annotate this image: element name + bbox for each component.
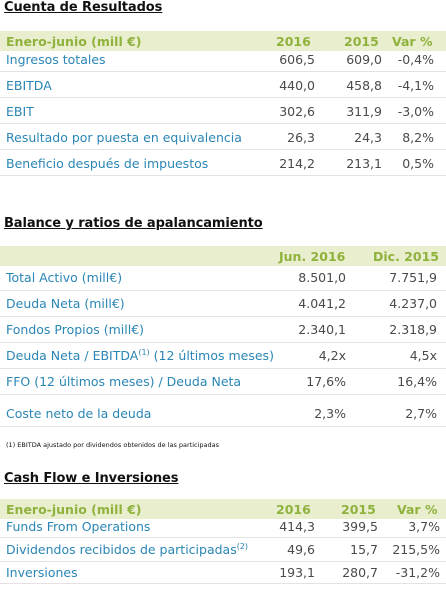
cell-2015: 458,8 [346, 78, 382, 93]
row-label: Funds From Operations [6, 519, 151, 534]
table-row: Funds From Operations 414,3 399,5 3,7% [0, 517, 446, 538]
footnote-ref: (2) [236, 541, 249, 551]
row-label: Beneficio después de impuestos [6, 156, 209, 171]
header-col-var: Var % [397, 502, 438, 517]
row-label: Fondos Propios (mill€) [6, 322, 145, 337]
label-note: (12 últimos meses) [153, 348, 274, 363]
table-row: Ingresos totales 606,5 609,0 -0,4% [0, 49, 446, 72]
row-label-ffo: FFO (12 últimos meses) / Deuda Neta [6, 374, 241, 389]
header-col-2015: 2015 [341, 502, 376, 517]
header-col-jun-2016: Jun. 2016 [279, 249, 346, 264]
cell-jun-2016: 2,3% [314, 406, 346, 421]
footnote: (1) EBITDA ajustado por dividendos obten… [6, 441, 220, 449]
cell-var: 215,5% [392, 542, 440, 557]
cell-var: -0,4% [397, 52, 434, 67]
table-row: Fondos Propios (mill€) 2.340,1 2.318,9 [0, 318, 446, 343]
header-col-2016: 2016 [276, 502, 311, 517]
header-period-label: Enero-junio (mill €) [6, 502, 142, 517]
row-label-deuda-ebitda: Deuda Neta / EBITDA(1) (12 últimos meses… [6, 348, 274, 363]
cell-jun-2016: 4,2x [318, 348, 346, 363]
section-title-cuenta-resultados: Cuenta de Resultados [4, 0, 163, 15]
section-title-balance: Balance y ratios de apalancamiento [4, 216, 263, 231]
row-label: EBITDA [6, 78, 52, 93]
header-col-2015: 2015 [344, 34, 379, 49]
label-text: Deuda Neta / EBITDA [6, 348, 139, 363]
cell-dic-2015: 2,7% [405, 406, 437, 421]
footnote-ref: (1) [138, 347, 150, 357]
cell-jun-2016: 2.340,1 [298, 322, 346, 337]
row-label: Coste neto de la deuda [6, 406, 152, 421]
row-label: Ingresos totales [6, 52, 106, 67]
cell-dic-2015: 7.751,9 [389, 270, 437, 285]
table-row: EBIT 302,6 311,9 -3,0% [0, 101, 446, 124]
cell-2015: 15,7 [350, 542, 378, 557]
table-row: Deuda Neta (mill€) 4.041,2 4.237,0 [0, 292, 446, 317]
cell-2016: 49,6 [287, 542, 315, 557]
label-text: Dividendos recibidos de participadas [6, 542, 237, 557]
cell-dic-2015: 4.237,0 [389, 296, 437, 311]
label-text: FFO [6, 374, 31, 389]
header-col-var: Var % [392, 34, 433, 49]
cell-2016: 193,1 [279, 565, 315, 580]
cell-2016: 440,0 [279, 78, 315, 93]
cell-2015: 399,5 [342, 519, 378, 534]
cell-var: 8,2% [402, 130, 434, 145]
label-text-post: / Deuda Neta [158, 374, 242, 389]
cell-var: -3,0% [397, 104, 434, 119]
header-col-2016: 2016 [276, 34, 311, 49]
section-title-cash-flow: Cash Flow e Inversiones [4, 471, 179, 486]
row-label: Resultado por puesta en equivalencia [6, 130, 242, 145]
cell-var: -4,1% [397, 78, 434, 93]
row-label: Deuda Neta (mill€) [6, 296, 125, 311]
cell-jun-2016: 17,6% [306, 374, 346, 389]
header-col-dic-2015: Dic. 2015 [373, 249, 439, 264]
cell-2016: 26,3 [287, 130, 315, 145]
cell-var: -31,2% [395, 565, 440, 580]
table-row: Deuda Neta / EBITDA(1) (12 últimos meses… [0, 344, 446, 369]
cell-2015: 311,9 [346, 104, 382, 119]
cell-2015: 24,3 [354, 130, 382, 145]
cell-2016: 214,2 [279, 156, 315, 171]
row-label-dividendos: Dividendos recibidos de participadas(2) [6, 542, 248, 557]
cell-dic-2015: 16,4% [397, 374, 437, 389]
cell-2016: 414,3 [279, 519, 315, 534]
cell-var: 0,5% [402, 156, 434, 171]
table-row: Inversiones 193,1 280,7 -31,2% [0, 563, 446, 584]
cell-jun-2016: 4.041,2 [298, 296, 346, 311]
table-row: Total Activo (mill€) 8.501,0 7.751,9 [0, 266, 446, 291]
header-period-label: Enero-junio (mill €) [6, 34, 142, 49]
cell-jun-2016: 8.501,0 [298, 270, 346, 285]
cell-2015: 609,0 [346, 52, 382, 67]
cell-dic-2015: 2.318,9 [389, 322, 437, 337]
cell-2016: 302,6 [279, 104, 315, 119]
cell-var: 3,7% [408, 519, 440, 534]
label-note: (12 últimos meses) [34, 374, 155, 389]
cell-dic-2015: 4,5x [409, 348, 437, 363]
cell-2015: 213,1 [346, 156, 382, 171]
table-row: FFO (12 últimos meses) / Deuda Neta 17,6… [0, 370, 446, 395]
cell-2016: 606,5 [279, 52, 315, 67]
row-label: Total Activo (mill€) [6, 270, 123, 285]
table-row: Coste neto de la deuda 2,3% 2,7% [0, 400, 446, 427]
cell-2015: 280,7 [342, 565, 378, 580]
table-row: EBITDA 440,0 458,8 -4,1% [0, 75, 446, 98]
row-label: EBIT [6, 104, 34, 119]
table-row: Resultado por puesta en equivalencia 26,… [0, 127, 446, 150]
table-header: Enero-junio (mill €) 2016 2015 Var % [0, 499, 446, 519]
table-row: Beneficio después de impuestos 214,2 213… [0, 153, 446, 176]
row-label: Inversiones [6, 565, 78, 580]
table-header: Jun. 2016 Dic. 2015 [0, 246, 446, 266]
table-header: Enero-junio (mill €) 2016 2015 Var % [0, 31, 446, 51]
table-row: Dividendos recibidos de participadas(2) … [0, 539, 446, 562]
